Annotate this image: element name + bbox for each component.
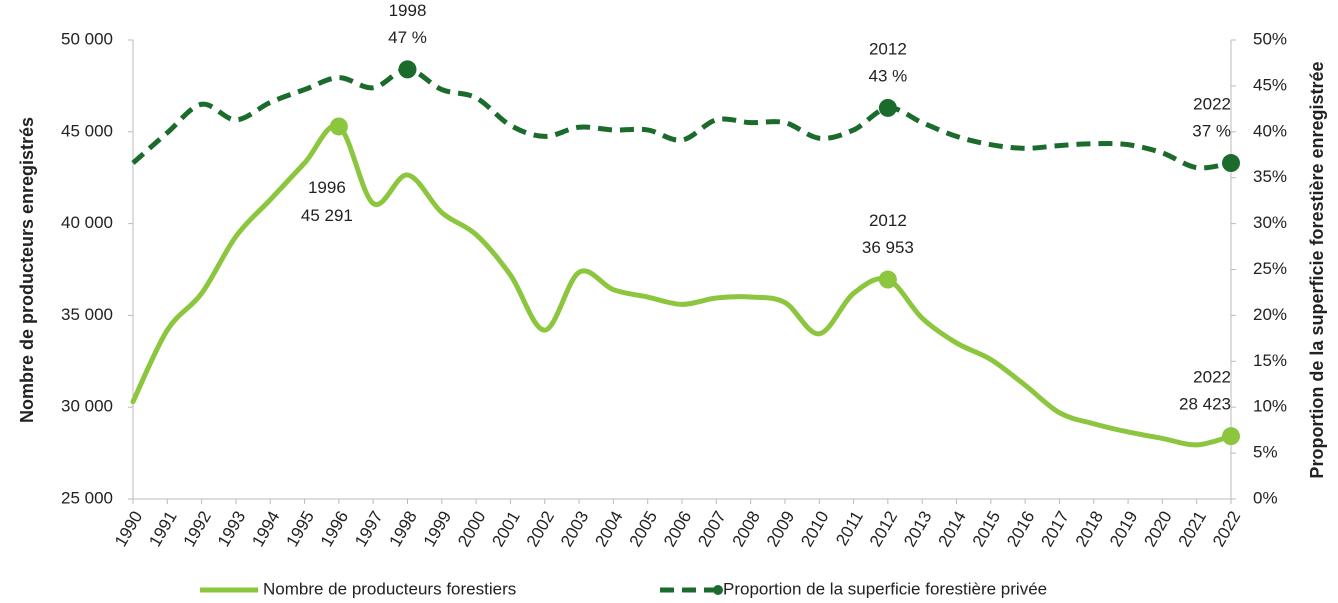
data-label-year: 2012 [869, 211, 907, 230]
y2-tick-label: 0% [1253, 488, 1278, 507]
x-tick-label: 2022 [1209, 508, 1244, 550]
x-tick-label: 2020 [1140, 508, 1175, 550]
point-marker [878, 98, 897, 117]
point-marker [878, 270, 897, 289]
y-tick-label: 30 000 [61, 397, 113, 416]
x-tick-label: 1993 [214, 508, 249, 550]
x-tick-label: 2018 [1072, 508, 1107, 550]
x-tick-label: 1999 [420, 508, 455, 550]
x-tick-label: 2009 [763, 508, 798, 550]
y2-axis-title: Proportion de la superficie forestière e… [1307, 61, 1327, 478]
x-tick-label: 1990 [111, 508, 146, 550]
data-label: 43 % [869, 66, 908, 85]
line-series [130, 123, 1234, 448]
data-label-year: 1998 [389, 1, 427, 20]
x-tick-label: 2006 [660, 508, 695, 550]
x-tick-label: 2010 [797, 508, 832, 550]
y-tick-label: 35 000 [61, 305, 113, 324]
x-tick-label: 1995 [283, 508, 318, 550]
y-axis-title: Nombre de producteurs enregistrés [17, 117, 37, 423]
data-label: 28 423 [1179, 395, 1231, 414]
x-tick-label: 1991 [145, 508, 180, 550]
point-marker [1222, 427, 1240, 446]
x-tick-label: 2011 [832, 508, 867, 549]
legend-label: Proportion de la superficie forestière p… [723, 579, 1047, 598]
data-label-year: 2022 [1193, 94, 1231, 113]
line-series [131, 66, 1232, 171]
x-tick-label: 2012 [866, 508, 901, 550]
x-tick-label: 2001 [488, 508, 523, 550]
x-tick-label: 2008 [729, 508, 764, 550]
y-tick-label: 45 000 [61, 121, 113, 140]
data-label: 37 % [1192, 121, 1231, 140]
x-tick-label: 2013 [900, 508, 935, 550]
x-tick-label: 2017 [1037, 508, 1072, 550]
y2-tick-label: 35% [1253, 167, 1287, 186]
x-tick-label: 2019 [1106, 508, 1141, 550]
x-tick-label: 1996 [317, 508, 352, 550]
y-tick-label: 25 000 [61, 488, 113, 507]
x-tick-label: 2021 [1175, 508, 1210, 550]
y2-tick-label: 45% [1253, 75, 1287, 94]
point-marker [398, 60, 417, 79]
x-tick-label: 2004 [591, 508, 626, 550]
legend-swatch-dot [713, 585, 723, 595]
y2-tick-label: 50% [1253, 29, 1287, 48]
x-tick-label: 1992 [180, 508, 215, 550]
y2-tick-label: 5% [1253, 443, 1278, 462]
x-tick-label: 2015 [969, 508, 1004, 550]
y-tick-label: 40 000 [61, 213, 113, 232]
y2-tick-label: 30% [1253, 213, 1287, 232]
x-tick-label: 2016 [1003, 508, 1038, 550]
x-tick-label: 2000 [454, 508, 489, 550]
x-tick-label: 1997 [351, 508, 386, 550]
x-tick-label: 2014 [934, 508, 969, 550]
y2-tick-label: 10% [1253, 397, 1287, 416]
x-tick-label: 1994 [248, 508, 283, 550]
y-tick-label: 50 000 [61, 29, 113, 48]
x-tick-label: 2005 [626, 508, 661, 550]
y2-tick-label: 25% [1253, 259, 1287, 278]
x-tick-label: 2007 [694, 508, 729, 550]
y2-tick-label: 40% [1253, 121, 1287, 140]
y2-tick-label: 20% [1253, 305, 1287, 324]
data-label-year: 1996 [308, 178, 346, 197]
data-label: 47 % [388, 28, 427, 47]
point-marker [329, 117, 348, 136]
data-label-year: 2012 [869, 39, 907, 58]
legend-label: Nombre de producteurs forestiers [263, 579, 516, 598]
data-label: 36 953 [862, 238, 914, 257]
x-tick-label: 2002 [523, 508, 558, 550]
point-marker [1222, 154, 1240, 173]
data-label: 45 291 [301, 206, 353, 225]
x-tick-label: 2003 [557, 508, 592, 550]
x-tick-label: 1998 [385, 508, 420, 550]
y2-tick-label: 15% [1253, 351, 1287, 370]
data-label-year: 2022 [1193, 368, 1231, 387]
